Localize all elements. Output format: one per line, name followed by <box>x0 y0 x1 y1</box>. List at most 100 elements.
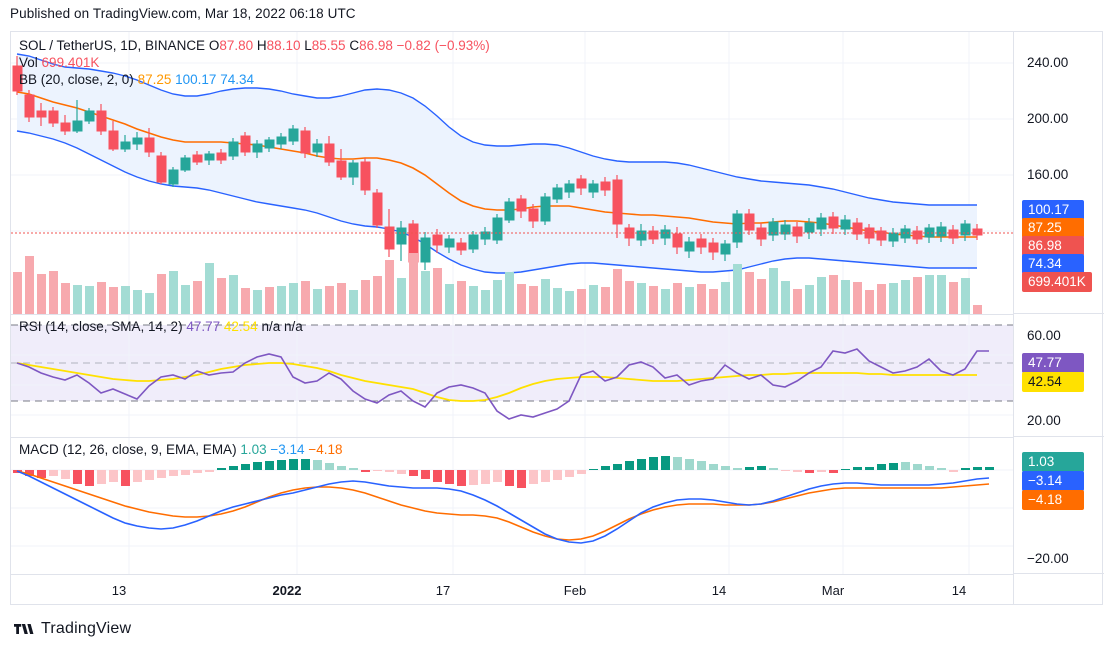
candle <box>780 220 791 240</box>
price-tick: 200.00 <box>1027 111 1069 126</box>
bb-lower-tag[interactable]: 74.34 <box>1022 254 1084 274</box>
price-svg <box>11 32 1013 314</box>
candle <box>348 160 359 185</box>
candle <box>300 127 311 158</box>
candle <box>144 128 155 157</box>
bb-upper <box>16 53 977 206</box>
price-plot[interactable] <box>11 32 1013 314</box>
candle <box>852 218 863 240</box>
candle <box>480 227 491 245</box>
candle <box>180 155 191 172</box>
rsi-ma-tag[interactable]: 42.54 <box>1022 372 1084 392</box>
candle <box>960 220 971 241</box>
time-label-month: Feb <box>563 583 587 598</box>
candle <box>108 121 119 151</box>
candle <box>768 218 779 241</box>
candle <box>228 138 239 160</box>
rsi-svg <box>11 315 1013 437</box>
candle <box>84 108 95 124</box>
candle <box>540 193 551 225</box>
macd-histogram <box>13 456 994 488</box>
candle <box>588 180 599 198</box>
candle <box>288 125 299 145</box>
candle <box>60 115 71 135</box>
candle <box>24 90 35 122</box>
axis-divider <box>1014 313 1104 314</box>
bb-upper-tag[interactable]: 100.17 <box>1022 200 1084 220</box>
rsi-line <box>16 348 989 420</box>
candle <box>12 56 23 95</box>
candle <box>648 226 659 244</box>
time-label-month: Mar <box>821 583 845 598</box>
candle <box>612 175 623 238</box>
candle <box>456 238 467 255</box>
rsi-ma-line <box>16 362 977 402</box>
candle <box>576 175 587 195</box>
candle <box>492 214 503 244</box>
rsi-value-tag[interactable]: 47.77 <box>1022 353 1084 373</box>
volume-tag[interactable]: 699.401K <box>1022 272 1092 292</box>
macd-signal-tag[interactable]: −4.18 <box>1022 490 1084 510</box>
candle <box>156 152 167 184</box>
candle <box>216 149 227 164</box>
candle <box>240 132 251 156</box>
candle <box>372 189 383 228</box>
candle <box>888 228 899 247</box>
axis-divider <box>1014 436 1104 437</box>
candle <box>816 213 827 236</box>
tradingview-wordmark: TradingView <box>41 620 132 637</box>
tradingview-footer: TradingView <box>14 620 131 638</box>
chart-frame: SOL / TetherUS, 1D, BINANCE O87.80 H88.1… <box>10 31 1104 605</box>
candle <box>252 140 263 158</box>
candle <box>204 151 215 165</box>
time-label: 14 <box>951 583 967 598</box>
bb-lower <box>16 130 977 274</box>
candle <box>936 222 947 242</box>
candlesticks <box>12 56 983 272</box>
macd-line <box>16 470 990 544</box>
candle <box>732 210 743 248</box>
candle <box>708 238 719 260</box>
macd-tick: −20.00 <box>1027 551 1069 566</box>
candle <box>120 135 131 152</box>
price-axis[interactable]: 240.00 200.00 160.00 100.17 87.25 86.98 … <box>1013 32 1104 604</box>
last-price-tag[interactable]: 86.98 <box>1022 236 1084 256</box>
price-tick: 160.00 <box>1027 167 1069 182</box>
price-pane[interactable]: SOL / TetherUS, 1D, BINANCE O87.80 H88.1… <box>11 32 1013 314</box>
candle <box>912 226 923 244</box>
candle <box>696 234 707 254</box>
volume-bars <box>13 253 982 314</box>
candle <box>468 231 479 253</box>
macd-signal-line <box>16 470 990 541</box>
rsi-plot[interactable] <box>11 315 1013 437</box>
candle <box>396 221 407 261</box>
candle <box>324 136 335 166</box>
macd-hist-tag[interactable]: 1.03 <box>1022 452 1084 472</box>
macd-plot[interactable] <box>11 438 1013 574</box>
candle <box>636 224 647 246</box>
time-label: 17 <box>435 583 451 598</box>
candle <box>828 212 839 234</box>
rsi-pane[interactable]: RSI (14, close, SMA, 14, 2) 47.77 42.54 … <box>11 314 1013 437</box>
time-axis[interactable]: 13 2022 17 Feb 14 Mar 14 <box>11 574 1013 604</box>
macd-svg <box>11 438 1013 574</box>
candle <box>336 149 347 180</box>
candle <box>168 167 179 187</box>
bb-basis-tag[interactable]: 87.25 <box>1022 218 1084 238</box>
candle <box>420 232 431 270</box>
macd-line-tag[interactable]: −3.14 <box>1022 471 1084 491</box>
candle <box>720 240 731 261</box>
candle <box>600 177 611 196</box>
time-label: 14 <box>711 583 727 598</box>
candle <box>516 195 527 218</box>
candle <box>96 104 107 135</box>
candle <box>72 100 83 133</box>
candle <box>528 204 539 228</box>
candle <box>684 237 695 258</box>
macd-pane[interactable]: MACD (12, 26, close, 9, EMA, EMA) 1.03 −… <box>11 437 1013 574</box>
rsi-tick: 60.00 <box>1027 328 1061 343</box>
candle <box>264 137 275 152</box>
candle <box>552 184 563 203</box>
candle <box>312 139 323 157</box>
candle <box>876 227 887 246</box>
